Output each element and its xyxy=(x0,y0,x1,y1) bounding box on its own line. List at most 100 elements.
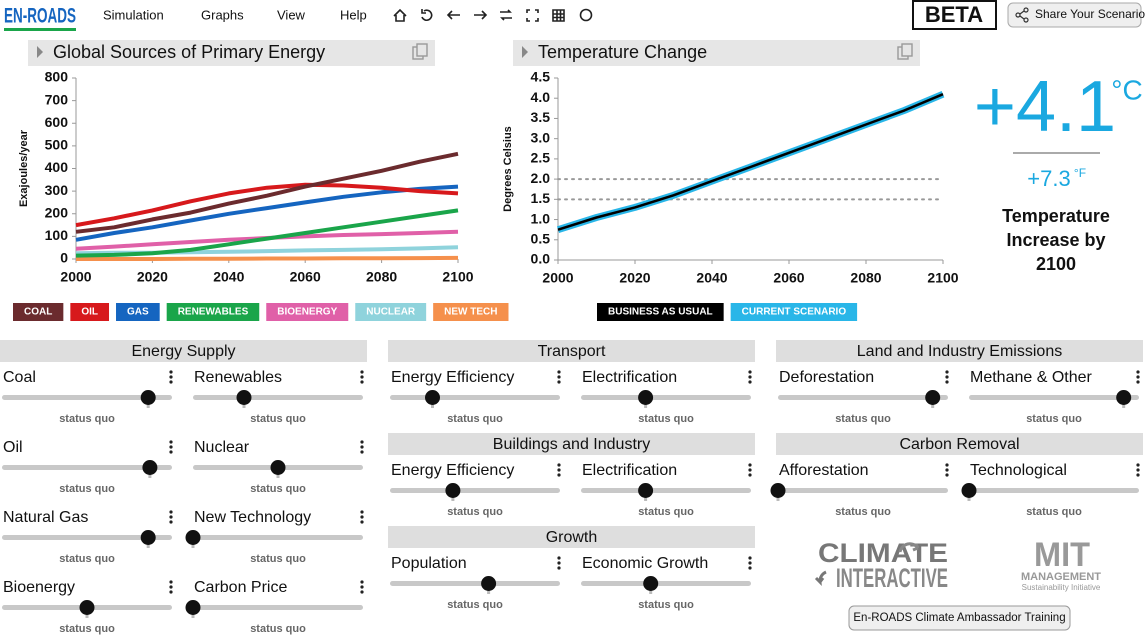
menu-dot[interactable] xyxy=(169,375,173,379)
info-icon[interactable] xyxy=(579,8,593,22)
menu-dot[interactable] xyxy=(557,473,561,477)
slider-thumb[interactable] xyxy=(236,390,252,405)
menu-dot[interactable] xyxy=(557,566,561,570)
slider-thumb[interactable] xyxy=(925,390,941,405)
legend-swatch[interactable] xyxy=(13,303,64,321)
menu-dot[interactable] xyxy=(557,556,561,560)
menu-dot[interactable] xyxy=(557,370,561,374)
slider-thumb[interactable] xyxy=(638,483,654,498)
legend-label[interactable]: COAL xyxy=(24,307,52,318)
slider-thumb[interactable] xyxy=(961,483,977,498)
share-button[interactable] xyxy=(1007,2,1142,28)
menu-dot[interactable] xyxy=(748,370,752,374)
undo-icon[interactable] xyxy=(421,9,433,21)
menu-item[interactable]: View xyxy=(277,7,306,22)
fullscreen-icon[interactable] xyxy=(526,9,539,22)
menu-dot[interactable] xyxy=(557,561,561,565)
menu-dot[interactable] xyxy=(169,590,173,594)
legend-swatch[interactable] xyxy=(70,303,110,321)
menu-dot[interactable] xyxy=(360,440,364,444)
menu-dot[interactable] xyxy=(557,463,561,467)
swap-icon[interactable] xyxy=(500,9,512,21)
slider-thumb[interactable] xyxy=(425,390,440,405)
menu-dot[interactable] xyxy=(1136,463,1140,467)
menu-dot[interactable] xyxy=(557,380,561,384)
copy-icon[interactable] xyxy=(901,43,913,57)
legend-swatch[interactable] xyxy=(597,303,724,321)
legend-label[interactable]: NUCLEAR xyxy=(366,307,416,318)
slider-thumb[interactable] xyxy=(643,576,659,591)
menu-dot[interactable] xyxy=(360,585,364,589)
legend-swatch[interactable] xyxy=(355,303,427,321)
menu-dot[interactable] xyxy=(169,450,173,454)
legend-label[interactable]: BUSINESS AS USUAL xyxy=(608,307,713,318)
legend-swatch[interactable] xyxy=(166,303,260,321)
menu-dot[interactable] xyxy=(169,515,173,519)
slider-thumb[interactable] xyxy=(638,390,654,405)
share-text[interactable]: Share Your Scenario xyxy=(1035,7,1145,21)
menu-dot[interactable] xyxy=(945,468,949,472)
menu-dot[interactable] xyxy=(748,566,752,570)
slider-thumb[interactable] xyxy=(481,576,497,591)
slider-thumb[interactable] xyxy=(142,460,158,475)
training-text[interactable]: En-ROADS Climate Ambassador Training xyxy=(853,612,1065,624)
legend-label[interactable]: RENEWABLES xyxy=(178,307,249,318)
menu-dot[interactable] xyxy=(169,380,173,384)
menu-dot[interactable] xyxy=(360,580,364,584)
menu-dot[interactable] xyxy=(169,370,173,374)
menu-dot[interactable] xyxy=(748,375,752,379)
slider-thumb[interactable] xyxy=(79,600,95,615)
menu-dot[interactable] xyxy=(169,585,173,589)
menu-dot[interactable] xyxy=(360,380,364,384)
legend-swatch[interactable] xyxy=(266,303,349,321)
menu-dot[interactable] xyxy=(1136,375,1140,379)
legend-label[interactable]: BIOENERGY xyxy=(277,307,337,318)
logo[interactable]: EN-ROADS xyxy=(4,5,76,28)
menu-dot[interactable] xyxy=(360,510,364,514)
menu-dot[interactable] xyxy=(360,375,364,379)
menu-dot[interactable] xyxy=(1136,468,1140,472)
training-button[interactable] xyxy=(848,605,1071,631)
menu-dot[interactable] xyxy=(748,473,752,477)
menu-dot[interactable] xyxy=(360,450,364,454)
menu-dot[interactable] xyxy=(360,515,364,519)
menu-dot[interactable] xyxy=(748,561,752,565)
legend-swatch[interactable] xyxy=(730,303,858,321)
slider-thumb[interactable] xyxy=(140,390,156,405)
slider-thumb[interactable] xyxy=(185,600,201,615)
menu-dot[interactable] xyxy=(169,440,173,444)
menu-dot[interactable] xyxy=(1136,370,1140,374)
table-icon[interactable] xyxy=(552,9,565,22)
slider-thumb[interactable] xyxy=(270,460,286,475)
menu-dot[interactable] xyxy=(945,370,949,374)
menu-dot[interactable] xyxy=(557,375,561,379)
menu-dot[interactable] xyxy=(748,463,752,467)
copy-icon[interactable] xyxy=(416,43,428,57)
menu-dot[interactable] xyxy=(945,380,949,384)
menu-dot[interactable] xyxy=(1136,380,1140,384)
slider-thumb[interactable] xyxy=(140,530,156,545)
menu-dot[interactable] xyxy=(169,510,173,514)
legend-label[interactable]: OIL xyxy=(81,307,98,318)
menu-dot[interactable] xyxy=(945,375,949,379)
menu-dot[interactable] xyxy=(169,445,173,449)
home-icon[interactable] xyxy=(393,8,407,22)
collapse-toggle[interactable] xyxy=(522,46,528,58)
legend-swatch[interactable] xyxy=(116,303,160,321)
legend-swatch[interactable] xyxy=(433,303,509,321)
slider-thumb[interactable] xyxy=(185,530,201,545)
menu-dot[interactable] xyxy=(360,370,364,374)
back-icon[interactable] xyxy=(446,10,460,20)
menu-dot[interactable] xyxy=(945,463,949,467)
menu-dot[interactable] xyxy=(1136,473,1140,477)
slider-thumb[interactable] xyxy=(1116,390,1132,405)
menu-dot[interactable] xyxy=(169,520,173,524)
menu-dot[interactable] xyxy=(748,556,752,560)
menu-dot[interactable] xyxy=(360,445,364,449)
menu-dot[interactable] xyxy=(557,468,561,472)
menu-item[interactable]: Graphs xyxy=(201,7,244,22)
menu-item[interactable]: Help xyxy=(340,7,367,22)
collapse-toggle[interactable] xyxy=(37,46,43,58)
menu-dot[interactable] xyxy=(169,580,173,584)
legend-label[interactable]: GAS xyxy=(127,307,149,318)
